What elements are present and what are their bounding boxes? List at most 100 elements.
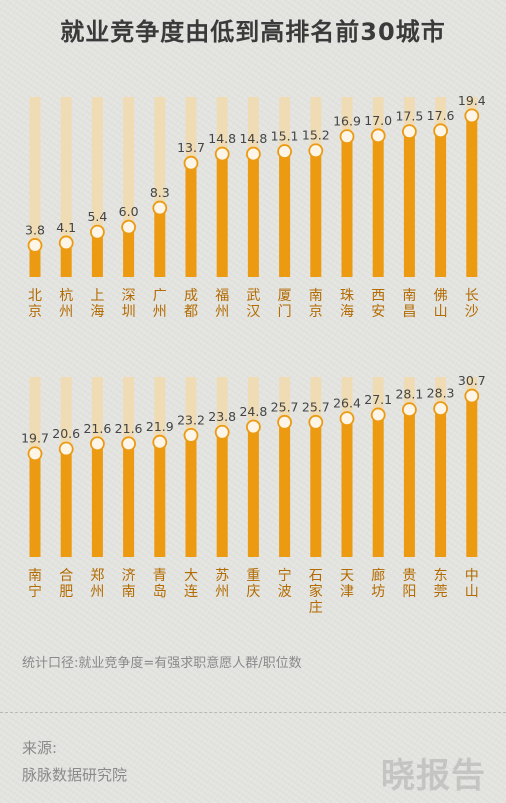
bar (310, 150, 322, 277)
source-name: 脉脉数据研究院 (22, 766, 128, 784)
bar (372, 414, 384, 557)
bar-endpoint (245, 419, 261, 435)
data-label: 15.1 (271, 129, 299, 144)
bar (29, 245, 41, 277)
city-label: 连 (184, 584, 198, 600)
data-label: 19.7 (21, 431, 49, 446)
city-label: 郑 (90, 568, 104, 584)
city-label: 合 (59, 568, 73, 584)
bar (91, 232, 103, 277)
bar-endpoint (339, 411, 355, 427)
data-label: 24.8 (239, 404, 267, 419)
city-label: 杭 (59, 288, 73, 304)
bar (185, 435, 197, 557)
bar-endpoint (214, 424, 230, 440)
city-label: 昌 (402, 304, 416, 320)
caliber-note: 统计口径:就业竞争度=有强求职意愿人群/职位数 (22, 656, 302, 671)
city-label: 天 (340, 568, 354, 584)
bar (60, 242, 72, 277)
data-label: 14.8 (208, 131, 236, 146)
data-label: 21.6 (83, 421, 111, 436)
bar (247, 154, 259, 277)
city-label: 深 (122, 288, 136, 304)
bar-endpoint (183, 155, 199, 171)
bar-track (60, 97, 72, 277)
data-label: 4.1 (56, 220, 76, 235)
city-label: 成 (184, 288, 198, 304)
city-label: 南 (122, 584, 136, 600)
bar-endpoint (27, 238, 43, 253)
city-label: 南 (402, 288, 416, 304)
city-label: 肥 (59, 584, 73, 600)
city-label: 海 (340, 304, 354, 320)
bar-endpoint (121, 436, 137, 452)
bar-endpoint (58, 235, 74, 251)
bar-endpoint (90, 224, 105, 240)
data-label: 13.7 (177, 140, 205, 155)
bar-endpoint (183, 427, 199, 443)
bar-endpoint (339, 129, 355, 145)
data-label: 17.5 (395, 109, 423, 124)
city-label: 宁 (28, 583, 42, 600)
chart-top: 3.8 北京 4.1 杭州 5.4 上海 6.0 深圳 8.3 广州 13.7 成都 14.8 福州 14.… (25, 93, 486, 320)
bar-endpoint (308, 414, 324, 430)
city-label: 庄 (309, 599, 323, 616)
bar-endpoint (58, 441, 74, 457)
bar (403, 409, 415, 557)
bar-endpoint (370, 407, 386, 423)
city-label: 庆 (246, 584, 260, 600)
data-label: 15.2 (302, 128, 330, 143)
bar (435, 408, 447, 557)
city-label: 重 (246, 568, 260, 584)
bar (247, 427, 259, 557)
city-label: 厦 (278, 288, 292, 304)
city-label: 莞 (434, 584, 448, 600)
data-label: 25.7 (271, 399, 299, 414)
city-label: 福 (215, 288, 229, 304)
city-label: 上 (90, 288, 104, 304)
bar-endpoint (401, 402, 417, 418)
bar (216, 432, 228, 557)
data-label: 27.1 (364, 392, 392, 407)
city-label: 京 (309, 304, 323, 320)
city-label: 西 (371, 288, 385, 304)
bar-endpoint (464, 108, 480, 124)
bar (154, 208, 166, 277)
data-label: 17.0 (364, 113, 392, 128)
city-label: 东 (434, 568, 448, 584)
watermark-logo: 晓报告 (381, 756, 486, 796)
city-label: 广 (153, 288, 167, 304)
source-label: 来源: (22, 739, 58, 757)
city-label: 青 (153, 568, 167, 584)
bar (279, 422, 291, 557)
city-label: 都 (184, 304, 198, 320)
city-label: 津 (340, 584, 354, 600)
city-label: 武 (246, 288, 260, 304)
data-label: 26.4 (333, 396, 361, 411)
city-label: 波 (278, 584, 292, 600)
bar-endpoint (245, 146, 261, 162)
bar (341, 136, 353, 277)
data-label: 28.1 (395, 387, 423, 402)
data-label: 23.2 (177, 412, 205, 427)
city-label: 岛 (153, 584, 167, 600)
city-label: 长 (465, 288, 479, 304)
city-label: 石 (309, 568, 323, 584)
city-label: 山 (434, 304, 448, 320)
city-label: 州 (215, 304, 229, 320)
bar (29, 453, 41, 557)
data-label: 25.7 (302, 399, 330, 414)
data-label: 3.8 (25, 222, 45, 237)
bar-endpoint (370, 128, 386, 144)
city-label: 廊 (371, 567, 385, 584)
data-label: 5.4 (87, 209, 107, 224)
city-label: 汉 (246, 304, 260, 320)
bar (279, 151, 291, 277)
city-label: 沙 (465, 304, 479, 320)
bar (341, 418, 353, 557)
bar (60, 449, 72, 557)
city-label: 济 (122, 568, 136, 584)
chart-bottom: 19.7南宁20.6合肥21.6郑州21.6济南21.9青岛23.2大连23.8… (21, 373, 486, 616)
bar-track (91, 97, 103, 277)
